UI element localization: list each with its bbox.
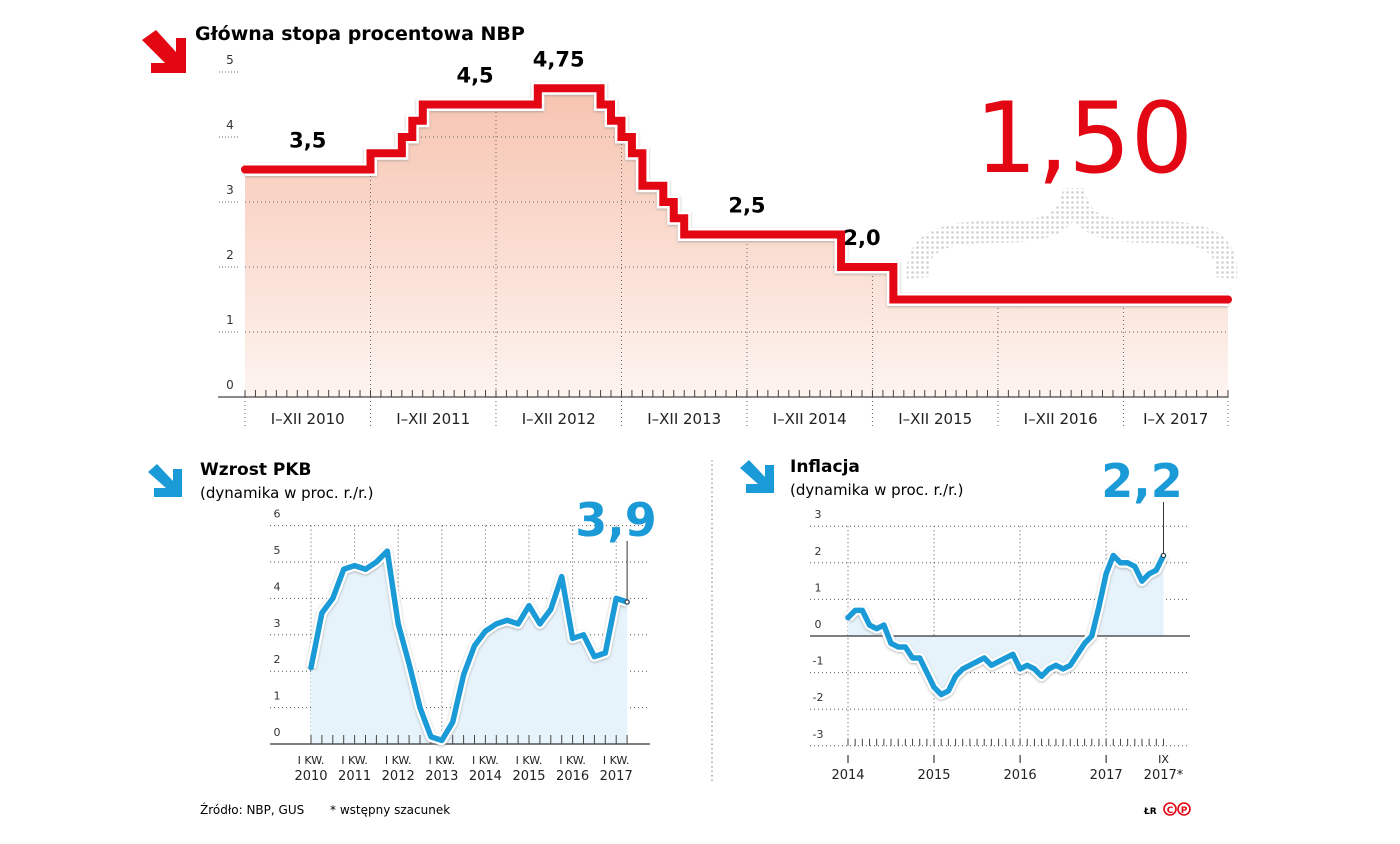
nbp-rate-chart: 0 1 2 3 4 5 I–XII 2010 I–XII 2011 I–XII 2012 I–XI… (218, 47, 1238, 428)
current-rate-highlight: 1,50 (975, 82, 1193, 196)
y-tick-label: 1 (815, 581, 822, 594)
x-tick-label: 2015 (917, 768, 950, 783)
y-tick-label: -2 (813, 691, 824, 704)
author-credit: ŁR (1143, 807, 1157, 817)
x-tick-label: 2016 (1004, 768, 1037, 783)
y-tick-label: 3 (226, 183, 234, 197)
data-label: 4,5 (456, 64, 493, 88)
y-tick-label: 4 (226, 118, 234, 132)
pkb-title-group: Wzrost PKB (dynamika w proc. r./r.) (148, 460, 374, 502)
x-tick-label: I–XII 2010 (271, 410, 345, 428)
x-tick-label: I (1018, 753, 1021, 766)
x-tick-label: 2010 (294, 769, 327, 784)
y-tick-label: 1 (274, 690, 281, 703)
chart-title: Wzrost PKB (200, 460, 311, 480)
chart-title: Inflacja (790, 457, 860, 477)
x-tick-label: 2011 (338, 769, 371, 784)
x-tick-label: I–XII 2012 (522, 410, 596, 428)
data-label: 4,75 (533, 47, 585, 71)
dotted-brace (906, 187, 1238, 280)
data-label: 2,5 (728, 194, 765, 218)
last-point-marker (624, 599, 630, 605)
chart-subtitle: (dynamika w proc. r./r.) (200, 484, 374, 502)
phonogram-icon: P (1177, 802, 1191, 816)
pkb-chart: 0 1 2 3 4 5 6 I KW. 2010 I KW. 2011 I KW. 2012 I KW. 2… (270, 508, 650, 784)
y-tick-label: 0 (815, 618, 822, 631)
x-tick-label: 2017 (1090, 768, 1123, 783)
x-tick-label: I KW. (516, 754, 543, 767)
inflation-chart: -3 -2 -1 0 1 2 3 I 2014 I 2015 I 2016 I 2017 IX 2017* (810, 502, 1190, 783)
x-tick-label: 2012 (382, 769, 415, 784)
arrow-down-right-icon (148, 464, 182, 497)
y-tick-label: 0 (274, 726, 281, 739)
x-tick-label: I KW. (341, 754, 368, 767)
chart-subtitle: (dynamika w proc. r./r.) (790, 481, 964, 499)
x-tick-label: 2017* (1144, 768, 1184, 783)
y-tick-label: 5 (226, 53, 234, 67)
area-fill (848, 555, 1164, 695)
inflation-title-group: Inflacja (dynamika w proc. r./r.) (740, 457, 964, 499)
x-tick-label: I KW. (472, 754, 499, 767)
y-tick-label: 1 (226, 313, 234, 327)
x-tick-label: I KW. (428, 754, 455, 767)
x-tick-label: I KW. (603, 754, 630, 767)
x-tick-label: I (846, 753, 849, 766)
copyright-icon: C (1163, 802, 1177, 816)
series-line (308, 548, 630, 744)
chart-title: Główna stopa procentowa NBP (195, 23, 525, 45)
x-tick-label: I–XII 2014 (773, 410, 847, 428)
data-label: 2,0 (843, 226, 880, 250)
y-tick-label: 3 (815, 508, 822, 521)
rate-line (241, 84, 1232, 304)
y-tick-label: 2 (815, 545, 822, 558)
area-fill (245, 88, 1228, 397)
x-tick-label: 2017 (600, 769, 633, 784)
x-tick-label: I–XII 2015 (898, 410, 972, 428)
x-tick-label: IX (1158, 753, 1169, 766)
x-tick-label: 2015 (512, 769, 545, 784)
source-note: Źródło: NBP, GUS (200, 802, 304, 817)
x-tick-label: I KW. (559, 754, 586, 767)
y-tick-label: 2 (274, 653, 281, 666)
y-tick-label: -1 (813, 655, 824, 668)
estimate-note: * wstępny szacunek (330, 803, 450, 817)
y-tick-label: 6 (274, 508, 281, 521)
x-tick-label: I–XII 2013 (647, 410, 721, 428)
x-tick-label: 2013 (425, 769, 458, 784)
y-tick-label: -3 (813, 728, 824, 741)
pkb-highlight: 3,9 (575, 493, 657, 547)
nbp-title-group: Główna stopa procentowa NBP (142, 23, 525, 73)
last-point-marker (1160, 552, 1166, 558)
y-tick-label: 5 (274, 544, 281, 557)
arrow-down-right-icon (142, 30, 186, 73)
arrow-down-right-icon (740, 460, 774, 493)
x-tick-label: 2016 (556, 769, 589, 784)
svg-text:P: P (1181, 806, 1188, 816)
x-tick-label: I KW. (385, 754, 412, 767)
y-tick-label: 3 (274, 617, 281, 630)
svg-text:C: C (1167, 806, 1174, 816)
x-tick-label: 2014 (831, 768, 864, 783)
data-label: 3,5 (289, 129, 326, 153)
x-tick-label: I KW. (298, 754, 325, 767)
x-tick-label: I–X 2017 (1143, 410, 1208, 428)
x-tick-label: I (1104, 753, 1107, 766)
y-tick-label: 0 (226, 378, 234, 392)
y-tick-label: 4 (274, 580, 281, 593)
x-tick-label: 2014 (469, 769, 502, 784)
inflation-highlight: 2,2 (1101, 454, 1183, 508)
x-tick-label: I–XII 2016 (1024, 410, 1098, 428)
x-tick-label: I (932, 753, 935, 766)
x-tick-label: I–XII 2011 (396, 410, 470, 428)
y-tick-label: 2 (226, 248, 234, 262)
